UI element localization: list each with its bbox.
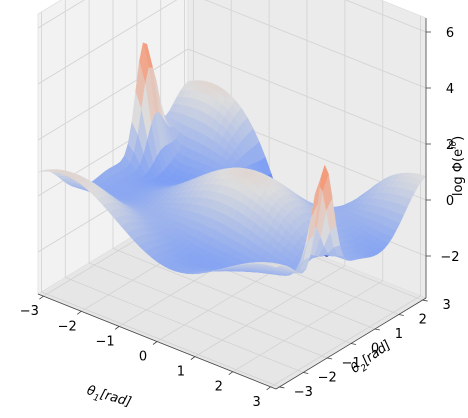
y-tick-label: 3 — [442, 298, 450, 313]
gridline-z — [37, 0, 427, 33]
z-tick-label: 2 — [446, 138, 454, 153]
z-axis-label: log Φ(eiθ) — [449, 136, 466, 196]
x-tick-label: 2 — [215, 380, 223, 395]
y-tick-label: −2 — [318, 370, 337, 385]
x-tick-label: 3 — [252, 395, 260, 410]
x-tick-label: 0 — [139, 350, 147, 365]
x-tick-label: −1 — [96, 334, 115, 349]
gridline-x — [232, 0, 384, 373]
x-tick-mark — [77, 310, 82, 315]
y-tick-mark — [374, 328, 380, 331]
z-tick-label: 0 — [446, 194, 454, 209]
z-tick-label: 6 — [446, 26, 454, 41]
gridline-y — [112, 0, 352, 344]
x-tick-mark — [39, 295, 44, 300]
gridline-x — [270, 15, 422, 388]
gridline-x — [194, 0, 346, 357]
x-axis-label: θ1[rad] — [84, 383, 133, 413]
x-tick-label: −3 — [20, 304, 39, 319]
z-tick-label: 4 — [446, 82, 454, 97]
y-tick-label: 2 — [419, 313, 427, 328]
x-tick-mark — [228, 371, 233, 376]
x-tick-mark — [152, 341, 158, 345]
y-tick-mark — [303, 372, 309, 374]
y-tick-label: −3 — [294, 385, 313, 400]
y-tick-mark — [279, 386, 285, 389]
y-tick-label: 0 — [371, 342, 379, 357]
gridline-y — [64, 0, 304, 373]
gridline-y — [41, 11, 280, 388]
surface-facet — [269, 263, 281, 268]
y-tick-label: −1 — [342, 356, 361, 371]
x-tick-label: 1 — [177, 365, 185, 380]
gridline-z — [37, 48, 427, 145]
x-tick-mark — [190, 356, 196, 360]
y-tick-mark — [327, 357, 333, 360]
gridline-y — [88, 0, 328, 359]
y-tick-label: 1 — [395, 327, 403, 342]
x-tick-label: −2 — [58, 319, 77, 334]
y-tick-mark — [398, 314, 404, 316]
x-tick-mark — [114, 326, 120, 330]
z-tick-label: −2 — [440, 250, 459, 265]
gridline-z — [37, 0, 427, 89]
x-tick-mark — [266, 386, 271, 391]
y-tick-mark — [350, 343, 357, 345]
y-tick-mark — [422, 299, 428, 302]
surface-mesh — [37, 42, 427, 276]
